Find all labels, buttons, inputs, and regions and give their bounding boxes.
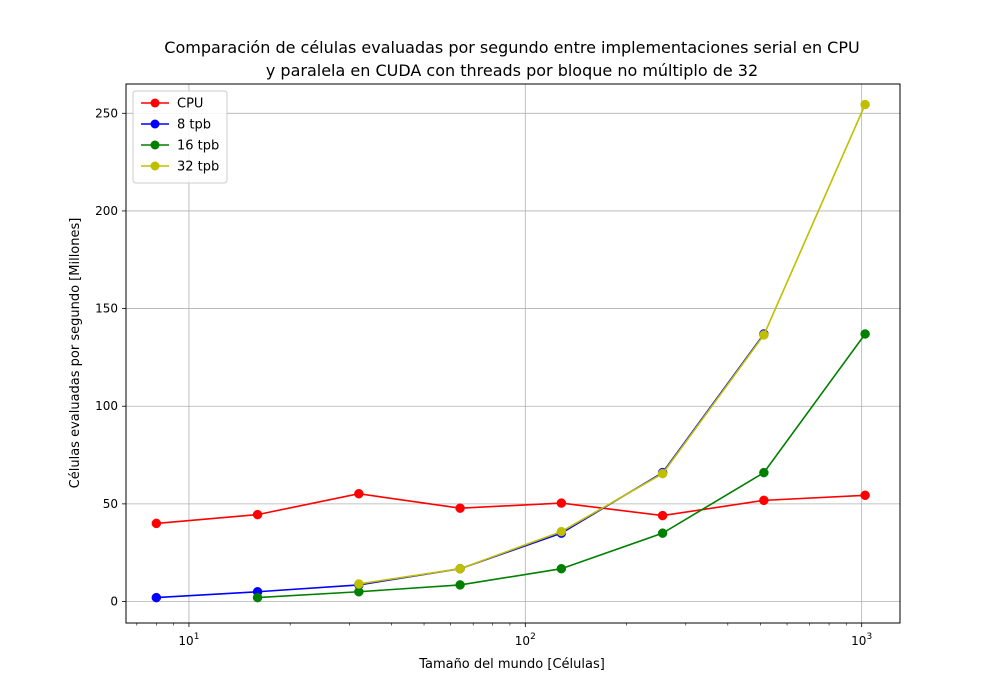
chart-title-line-1: Comparación de células evaluadas por seg… [164, 38, 859, 57]
data-point [556, 498, 567, 508]
data-point [556, 563, 567, 574]
legend-label: 8 tpb [177, 118, 211, 133]
y-tick-label: 100 [95, 399, 118, 413]
data-point [657, 468, 668, 479]
y-axis-label: Células evaluadas por segundo [Millones] [68, 218, 83, 489]
data-point [657, 510, 668, 521]
data-point [151, 518, 162, 529]
x-tick-label: 103 [851, 632, 872, 648]
data-point [860, 490, 870, 501]
data-point [151, 592, 162, 603]
y-tick-label: 150 [95, 302, 118, 316]
legend-label: 32 tpb [177, 160, 219, 175]
plot-area [126, 84, 900, 623]
data-point [354, 579, 364, 589]
data-point [455, 563, 465, 574]
plot-frame [125, 83, 901, 624]
legend: CPU 8 tpb 16 tpb 32 tpb [132, 90, 228, 184]
data-point [354, 488, 364, 499]
x-tick-label: 101 [178, 632, 199, 648]
data-point [252, 592, 263, 603]
data-point [759, 495, 769, 506]
legend-swatch-marker [150, 161, 160, 171]
series-layer [151, 99, 870, 603]
data-point [759, 330, 769, 340]
data-point [455, 503, 465, 513]
legend-swatch-marker [150, 140, 160, 150]
legend-label: CPU [177, 97, 203, 112]
legend-box [132, 90, 228, 184]
data-point [455, 580, 465, 590]
data-point [657, 528, 668, 538]
x-axis-label: Tamaño del mundo [Células] [418, 657, 605, 672]
y-tick-label: 50 [103, 497, 118, 511]
legend-swatch-marker [150, 98, 160, 108]
legend-swatch-marker [150, 119, 160, 129]
y-tick-label: 250 [95, 106, 118, 120]
chart-title-line-2: y paralela en CUDA con threads por bloqu… [266, 61, 758, 80]
data-point [759, 467, 769, 478]
y-tick-label: 200 [95, 204, 118, 218]
x-tick-label: 102 [515, 632, 536, 648]
data-point [252, 509, 263, 520]
data-point [556, 526, 567, 537]
data-point [860, 99, 870, 110]
series-line [358, 104, 866, 585]
series-line [156, 492, 866, 525]
y-tick-label: 0 [110, 595, 118, 609]
legend-label: 16 tpb [177, 139, 219, 154]
data-point [860, 329, 870, 339]
